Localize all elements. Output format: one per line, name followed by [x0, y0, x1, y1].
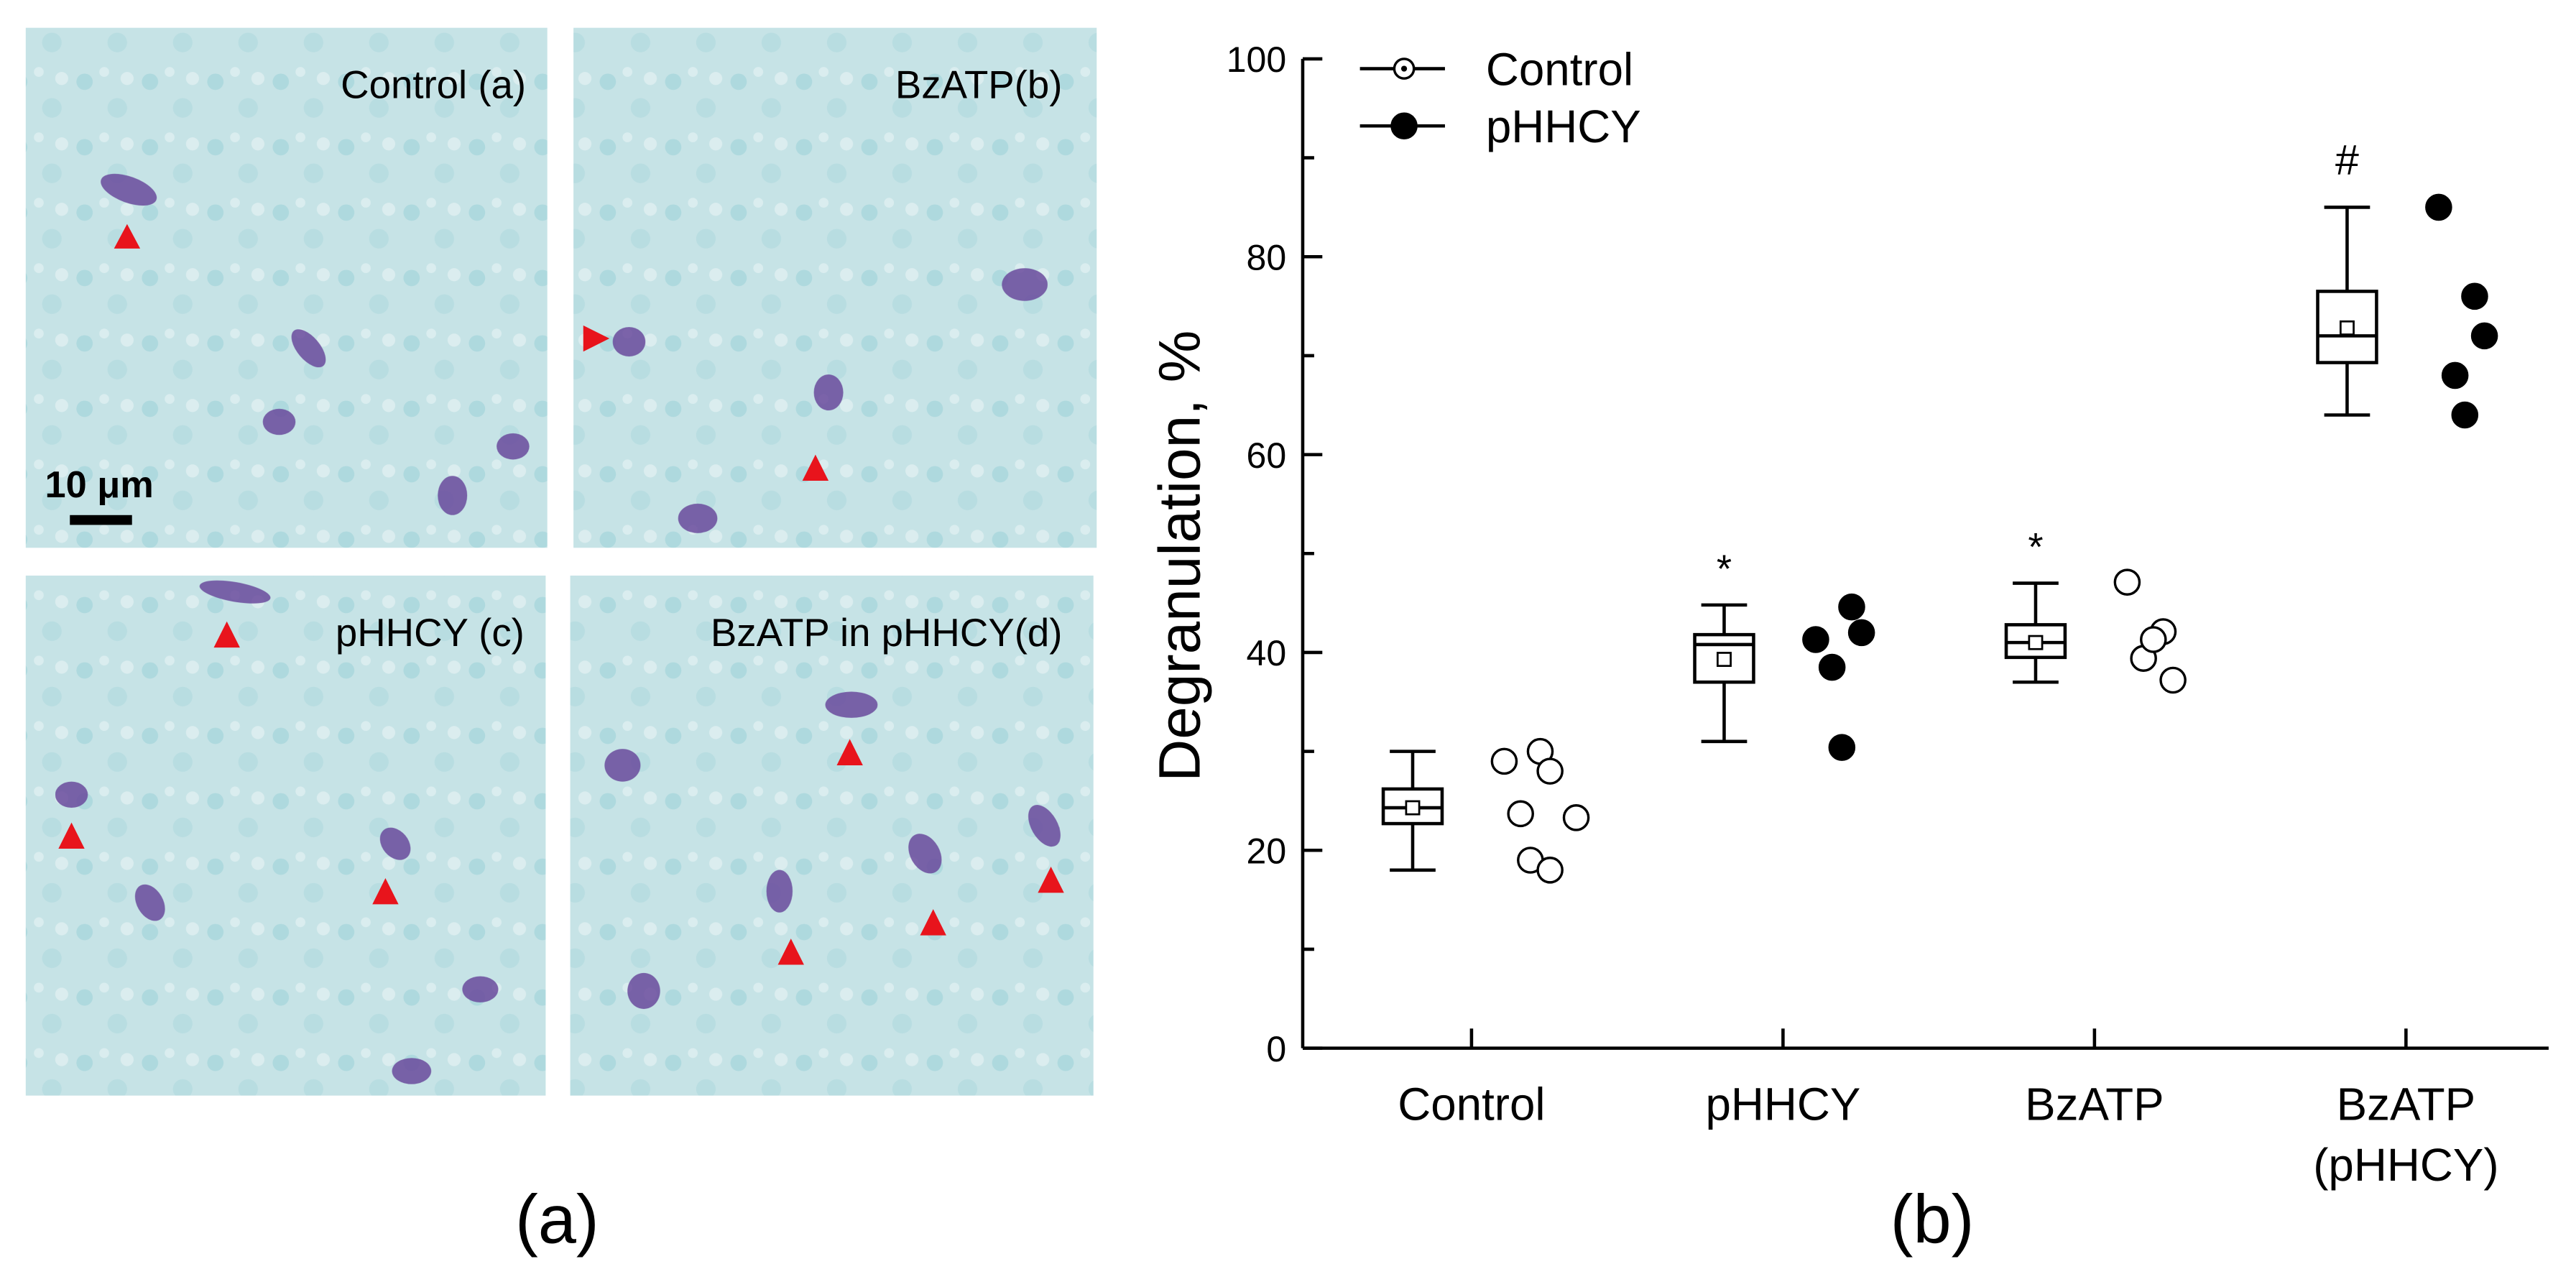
data-point — [1828, 734, 1856, 761]
micrograph — [25, 575, 546, 1096]
data-point — [2425, 193, 2452, 221]
panel-label: pHHCY (c) — [336, 611, 525, 655]
data-point — [1838, 593, 1865, 621]
data-point — [1490, 747, 1518, 775]
data-point — [2470, 322, 2498, 350]
data-point — [1847, 619, 1875, 647]
x-tick-label: pHHCY — [1705, 1079, 1860, 1130]
panel-caption: (b) — [1891, 1181, 1975, 1258]
micrographs: Control (a) BzATP(b) pHHCY (c) BzATP in … — [25, 27, 1097, 1096]
box — [1693, 632, 1755, 684]
x-tick-label: BzATP (pHHCY) — [2313, 1079, 2498, 1191]
mean — [1405, 800, 1421, 816]
scale-bar — [70, 515, 132, 525]
legend-label: pHHCY — [1486, 101, 1641, 152]
scale-bar-label: 10 μm — [45, 464, 154, 506]
panel-label: BzATP in pHHCY(d) — [711, 611, 1063, 655]
chart: 0 20 40 60 80 100 Degranulation, % Control pHHCY… — [1148, 40, 2549, 1191]
data-point — [1562, 804, 1590, 831]
y-tick-label: 40 — [1247, 633, 1287, 673]
box — [2316, 290, 2378, 364]
arrowheads — [58, 223, 1064, 965]
data-point — [1818, 653, 1846, 681]
data-point — [2451, 401, 2479, 429]
mean — [2028, 635, 2044, 650]
micrograph — [25, 27, 548, 548]
legend-label: Control — [1486, 43, 1633, 95]
annotation: * — [1717, 547, 1732, 591]
y-tick-label: 100 — [1227, 40, 1287, 80]
data-point — [2441, 361, 2469, 389]
y-tick-label: 0 — [1266, 1029, 1286, 1069]
mean — [2339, 320, 2355, 336]
panel-label: BzATP(b) — [895, 63, 1063, 107]
y-tick-label: 80 — [1247, 237, 1287, 277]
panel-caption: (a) — [515, 1181, 599, 1258]
annotation: # — [2335, 136, 2359, 184]
cells — [55, 173, 1061, 1084]
panel-label: Control (a) — [341, 63, 526, 107]
micrograph — [570, 575, 1094, 1096]
x-tick-label: BzATP — [2025, 1079, 2164, 1130]
y-tick-label: 60 — [1247, 435, 1287, 476]
data-point — [2461, 282, 2488, 310]
legend-marker — [1390, 112, 1418, 139]
data-point — [2140, 626, 2167, 653]
annotation: * — [2028, 525, 2043, 569]
y-tick-label: 20 — [1247, 831, 1287, 871]
data-point — [1802, 626, 1829, 653]
y-axis-label: Degranulation, % — [1148, 331, 1213, 782]
x-tick-label: Control — [1398, 1079, 1545, 1130]
legend-marker-dot — [1400, 65, 1408, 72]
data-point — [2113, 568, 2141, 596]
mean — [1717, 652, 1732, 668]
data-point — [1536, 757, 1564, 785]
data-point — [2159, 666, 2187, 694]
data-point — [1507, 800, 1534, 828]
data-point — [1536, 857, 1564, 884]
